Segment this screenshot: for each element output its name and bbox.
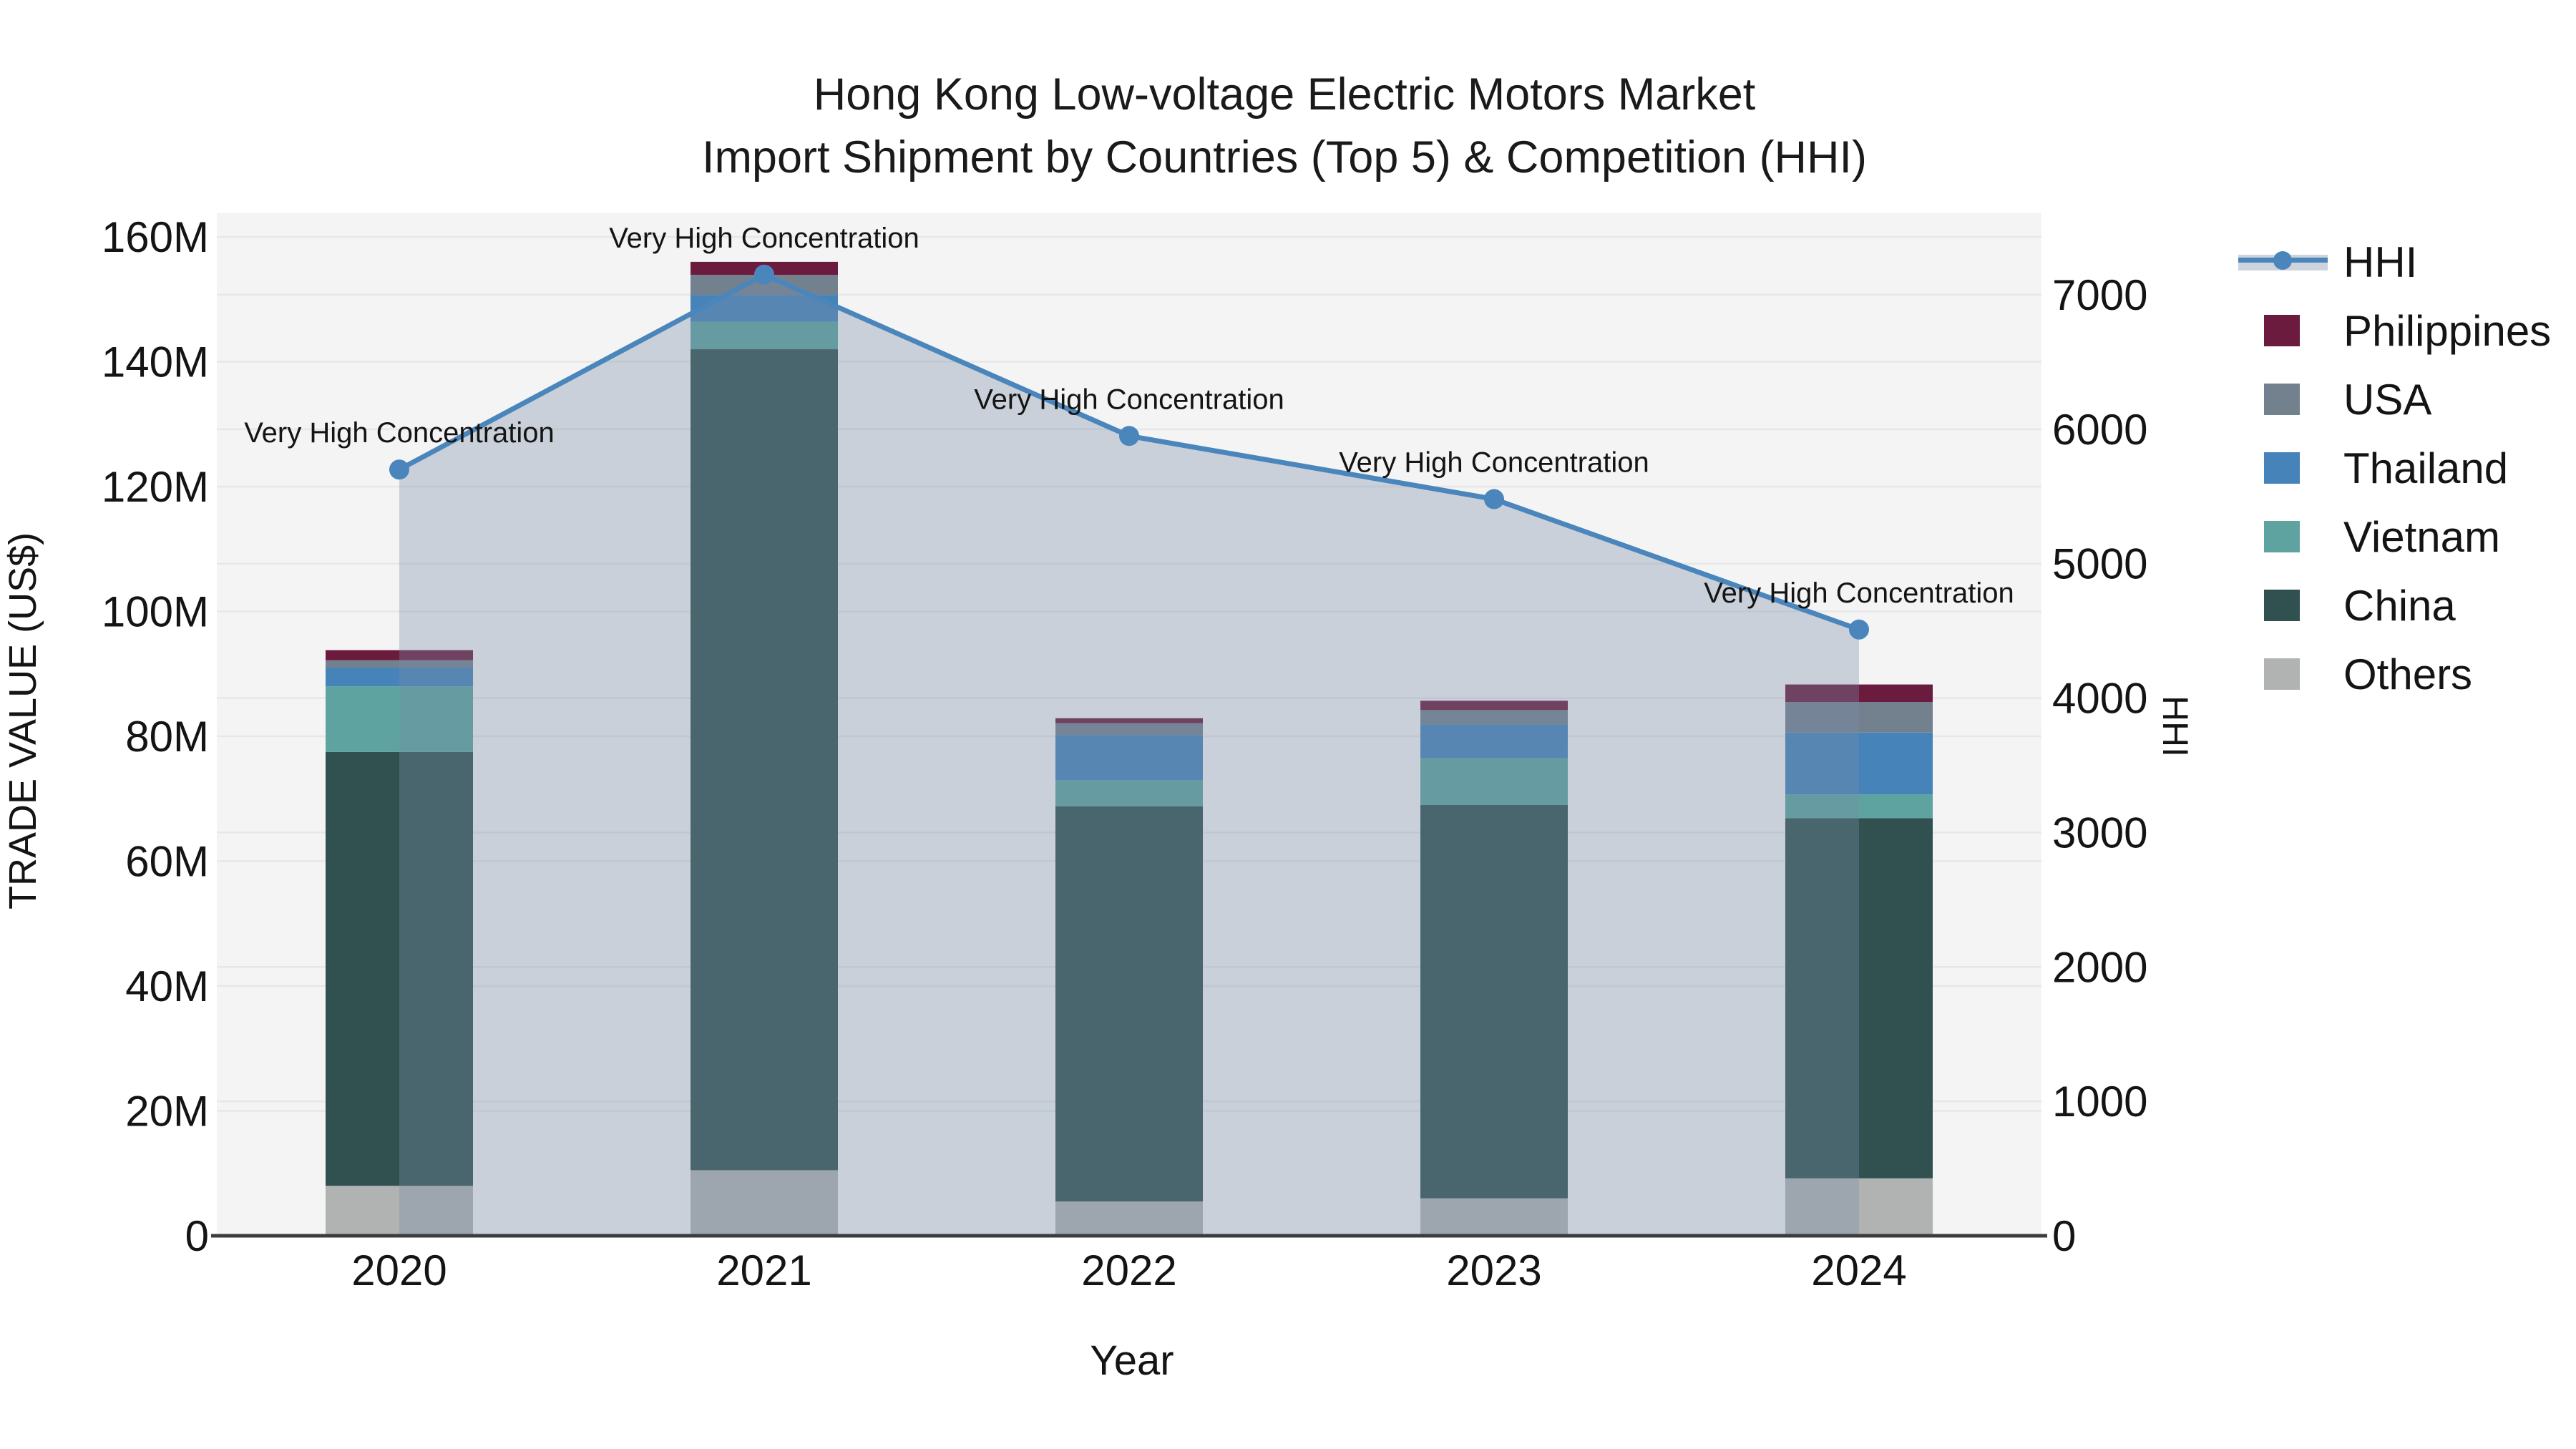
bar-segment-philippines-2020 xyxy=(326,650,473,660)
y-right-tick-2000: 2000 xyxy=(2052,943,2147,991)
bar-segment-philippines-2022 xyxy=(1055,718,1203,723)
y-left-tick-80M: 80M xyxy=(125,713,209,761)
bar-segment-thailand-2024 xyxy=(1785,732,1933,795)
legend-item-hhi: HHI xyxy=(2238,228,2551,296)
annotation-2023: Very High Concentration xyxy=(1339,447,1649,479)
bar-segment-vietnam-2022 xyxy=(1055,780,1203,806)
y-left-tick-0: 0 xyxy=(185,1212,209,1260)
bar-segment-thailand-2023 xyxy=(1420,724,1568,758)
chart-title-line-2: Import Shipment by Countries (Top 5) & C… xyxy=(701,132,1868,182)
x-tick-2022: 2022 xyxy=(1081,1246,1176,1294)
legend-item-china: China xyxy=(2238,571,2551,640)
legend-item-vietnam: Vietnam xyxy=(2238,502,2551,571)
legend-item-philippines: Philippines xyxy=(2238,296,2551,365)
x-tick-2021: 2021 xyxy=(716,1246,811,1294)
x-axis-label: Year xyxy=(1090,1337,1174,1384)
color-swatch-icon xyxy=(2238,640,2343,708)
y-left-tick-100M: 100M xyxy=(102,588,209,636)
legend-label: Others xyxy=(2343,650,2473,698)
annotation-2022: Very High Concentration xyxy=(974,384,1284,415)
y-right-tick-7000: 7000 xyxy=(2052,271,2147,319)
legend-item-thailand: Thailand xyxy=(2238,434,2551,502)
color-swatch-icon xyxy=(2238,571,2343,640)
legend-label: China xyxy=(2343,581,2456,630)
bar-segment-vietnam-2021 xyxy=(691,321,838,350)
bar-segment-thailand-2020 xyxy=(326,668,473,687)
bar-segment-usa-2022 xyxy=(1055,723,1203,736)
y-left-tick-40M: 40M xyxy=(125,962,209,1010)
bar-segment-thailand-2022 xyxy=(1055,735,1203,781)
legend-item-usa: USA xyxy=(2238,365,2551,434)
y-left-tick-160M: 160M xyxy=(102,213,209,261)
bar-segment-philippines-2024 xyxy=(1785,684,1933,703)
x-tick-2020: 2020 xyxy=(351,1246,447,1294)
y-axis-right-label: HHI xyxy=(2155,695,2195,758)
hhi-marker-2021 xyxy=(754,264,774,285)
bar-segment-china-2024 xyxy=(1785,818,1933,1179)
hhi-marker-2024 xyxy=(1849,619,1869,640)
color-swatch-icon xyxy=(2238,296,2343,365)
bar-segment-vietnam-2024 xyxy=(1785,794,1933,819)
bar-segment-china-2022 xyxy=(1055,806,1203,1202)
legend-label: HHI xyxy=(2343,238,2418,286)
y-right-tick-3000: 3000 xyxy=(2052,809,2147,857)
y-axis-left-label: TRADE VALUE (US$) xyxy=(1,532,44,909)
legend-item-others: Others xyxy=(2238,640,2551,708)
bar-segment-usa-2024 xyxy=(1785,702,1933,733)
bar-segment-china-2020 xyxy=(326,751,473,1186)
hhi-marker-2022 xyxy=(1119,426,1139,447)
x-tick-2023: 2023 xyxy=(1446,1246,1541,1294)
color-swatch-icon xyxy=(2238,365,2343,434)
y-right-tick-5000: 5000 xyxy=(2052,540,2147,588)
y-right-tick-1000: 1000 xyxy=(2052,1078,2147,1126)
bar-segment-others-2024 xyxy=(1785,1178,1933,1236)
legend-label: Vietnam xyxy=(2343,512,2501,561)
bar-segment-others-2020 xyxy=(326,1186,473,1236)
annotation-2021: Very High Concentration xyxy=(609,223,919,254)
legend-label: Philippines xyxy=(2343,306,2552,355)
bar-segment-others-2021 xyxy=(691,1170,838,1236)
hhi-line-key-icon xyxy=(2238,228,2343,296)
bar-segment-others-2022 xyxy=(1055,1201,1203,1236)
bar-segment-philippines-2023 xyxy=(1420,701,1568,711)
bar-segment-china-2021 xyxy=(691,349,838,1171)
bar-segment-usa-2020 xyxy=(326,660,473,668)
color-swatch-icon xyxy=(2238,502,2343,571)
color-swatch-icon xyxy=(2238,434,2343,502)
bar-segment-others-2023 xyxy=(1420,1198,1568,1236)
y-left-tick-60M: 60M xyxy=(125,838,209,886)
bar-segment-china-2023 xyxy=(1420,804,1568,1199)
y-right-tick-0: 0 xyxy=(2052,1212,2076,1260)
y-left-tick-20M: 20M xyxy=(125,1088,209,1136)
bar-segment-vietnam-2023 xyxy=(1420,758,1568,805)
legend-label: Thailand xyxy=(2343,444,2509,492)
hhi-marker-2020 xyxy=(389,459,409,480)
y-left-tick-140M: 140M xyxy=(102,338,209,386)
annotation-2020: Very High Concentration xyxy=(244,417,555,449)
y-left-tick-120M: 120M xyxy=(102,463,209,511)
x-tick-2024: 2024 xyxy=(1811,1246,1906,1294)
hhi-marker-2023 xyxy=(1484,489,1504,509)
hhi-area-fill xyxy=(399,274,1859,1236)
annotation-2024: Very High Concentration xyxy=(1704,577,2014,609)
bar-segment-usa-2023 xyxy=(1420,710,1568,725)
legend-label: USA xyxy=(2343,375,2432,424)
y-right-tick-4000: 4000 xyxy=(2052,675,2147,723)
chart-title-line-1: Hong Kong Low-voltage Electric Motors Ma… xyxy=(813,69,1756,119)
bar-segment-vietnam-2020 xyxy=(326,686,473,752)
y-right-tick-6000: 6000 xyxy=(2052,406,2147,454)
legend: HHI Philippines USA Thailand Vietnam China Oth… xyxy=(2238,228,2551,708)
